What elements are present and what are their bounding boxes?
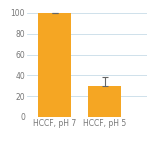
Bar [38, 13, 71, 117]
Bar [88, 86, 121, 117]
